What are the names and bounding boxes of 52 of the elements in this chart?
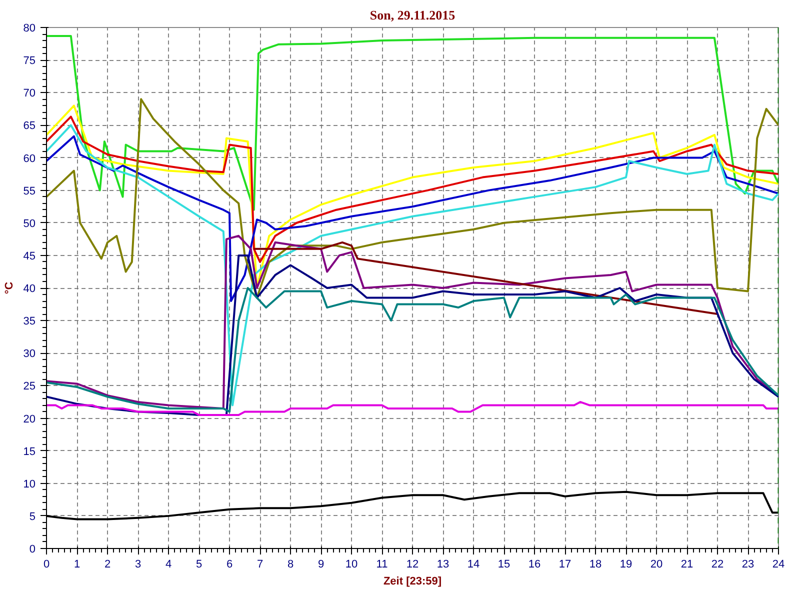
- x-axis-title: Zeit [23:59]: [383, 576, 442, 588]
- y-tick-label: 75: [23, 55, 36, 68]
- x-tick-label: 0: [43, 558, 50, 570]
- line-series: [46, 116, 778, 263]
- line-series: [46, 135, 778, 302]
- y-tick-label: 15: [23, 446, 36, 458]
- line-series: [252, 241, 718, 316]
- y-tick-label: 10: [23, 478, 36, 490]
- x-tick-label: 4: [165, 558, 172, 570]
- x-tick-label: 13: [436, 558, 450, 570]
- y-tick-label: 65: [23, 120, 36, 132]
- y-tick-label: 40: [23, 283, 36, 295]
- x-tick-label: 5: [196, 558, 202, 570]
- y-tick-label: 20: [23, 413, 36, 426]
- y-tick-label: 5: [29, 510, 36, 523]
- x-tick-label: 12: [406, 558, 419, 570]
- x-tick-label: 11: [376, 558, 388, 570]
- x-tick-label: 22: [711, 558, 724, 570]
- x-tick-label: 20: [650, 558, 663, 570]
- x-tick-label: 2: [104, 558, 111, 570]
- y-tick-label: 60: [23, 152, 36, 165]
- line-series: [46, 124, 778, 406]
- y-tick-label: 25: [23, 380, 36, 393]
- y-tick-label: 80: [23, 22, 36, 34]
- x-tick-label: 19: [620, 558, 632, 570]
- line-series: [46, 34, 778, 211]
- y-tick-label: 35: [23, 316, 36, 328]
- chart-title: Son, 29.11.2015: [370, 8, 456, 22]
- x-tick-label: 21: [680, 558, 694, 570]
- x-tick-label: 18: [589, 558, 602, 570]
- y-axis-title: °C: [3, 282, 16, 294]
- x-tick-label: 10: [345, 558, 358, 570]
- line-series: [46, 400, 778, 416]
- x-tick-label: 15: [498, 558, 510, 570]
- x-tick-label: 23: [742, 558, 754, 570]
- x-tick-label: 1: [74, 558, 80, 570]
- x-tick-label: 3: [134, 558, 142, 570]
- x-tick-label: 17: [558, 558, 572, 570]
- y-tick-label: 30: [23, 348, 36, 360]
- x-tick-label: 6: [226, 558, 233, 570]
- y-tick-label: 50: [23, 218, 36, 230]
- y-tick-label: 0: [29, 544, 36, 556]
- y-tick-label: 55: [23, 185, 36, 198]
- x-tick-label: 8: [287, 558, 294, 570]
- x-tick-label: 7: [256, 558, 264, 570]
- y-tick-label: 70: [23, 88, 36, 100]
- x-tick-label: 16: [528, 558, 541, 570]
- x-tick-label: 9: [318, 558, 324, 570]
- y-tick-label: 45: [23, 250, 36, 262]
- x-tick-label: 14: [467, 558, 480, 570]
- line-series: [46, 287, 778, 413]
- x-tick-label: 24: [772, 558, 785, 570]
